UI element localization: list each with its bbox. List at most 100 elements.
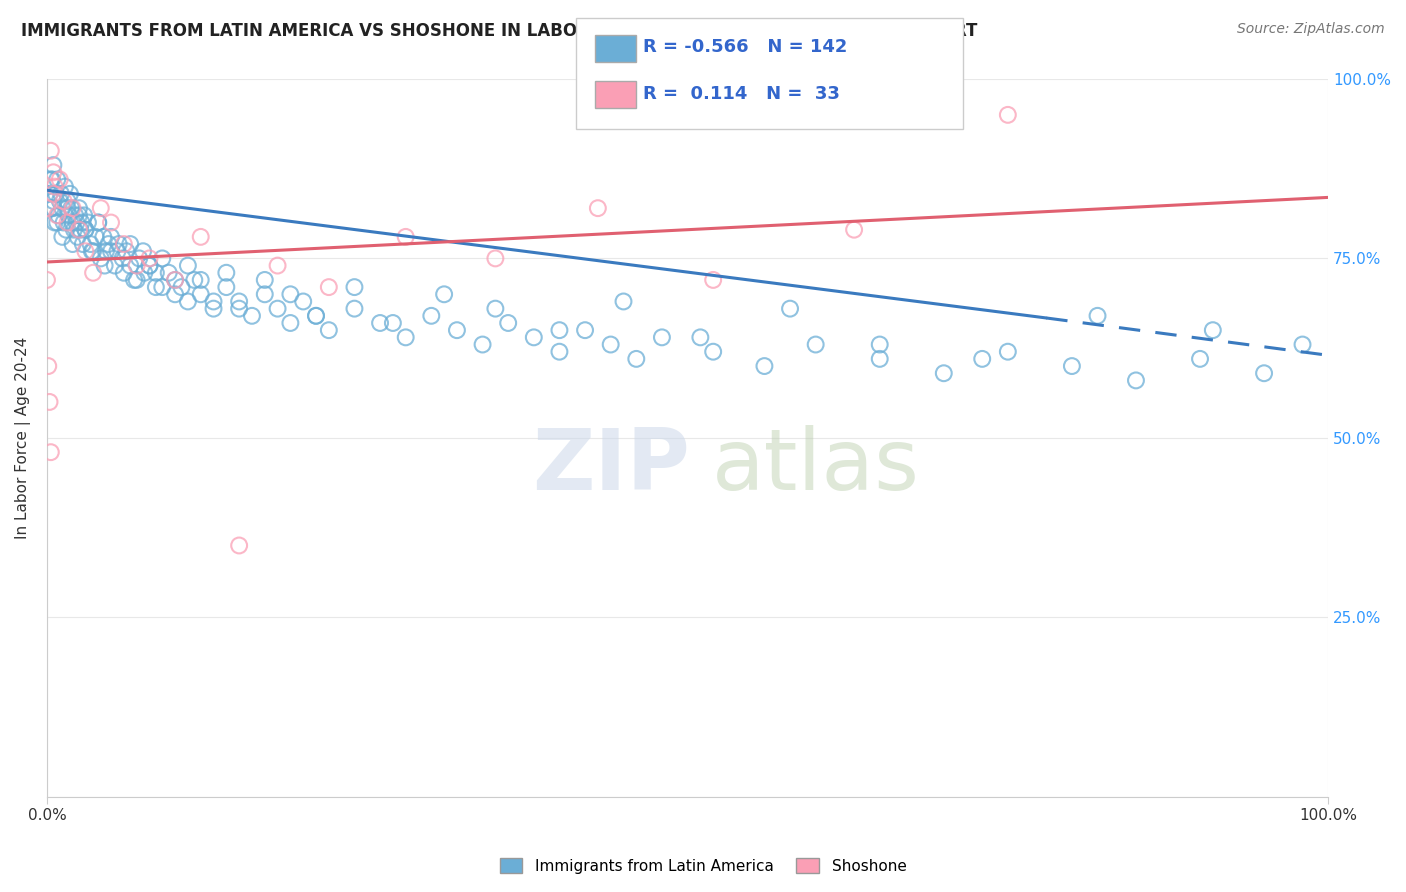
Point [115,244,138,259]
Point [52,194,75,208]
Point [869,337,891,351]
Point [107,237,129,252]
Point [42,201,65,215]
Point [381,316,404,330]
Point [292,294,315,309]
Point [305,309,328,323]
Point [42,194,65,208]
Point [38,186,60,201]
Point [932,366,955,380]
Point [754,359,776,373]
Point [253,287,276,301]
Point [305,309,328,323]
Point [42,158,65,172]
Point [446,323,468,337]
Point [343,301,366,316]
Point [1253,366,1275,380]
Point [58,208,80,222]
Point [266,259,288,273]
Point [37,359,59,373]
Point [134,266,156,280]
Point [138,259,160,273]
Point [39,201,62,215]
Point [190,230,212,244]
Point [702,273,724,287]
Point [869,351,891,366]
Point [72,237,94,252]
Point [82,244,104,259]
Point [368,316,391,330]
Point [49,172,72,186]
Point [94,244,117,259]
Point [420,309,443,323]
Point [79,237,101,252]
Point [39,445,62,459]
Point [574,323,596,337]
Point [46,215,69,229]
Point [318,323,340,337]
Point [228,294,250,309]
Point [1291,337,1313,351]
Point [107,244,129,259]
Point [548,323,571,337]
Point [55,223,77,237]
Legend: Immigrants from Latin America, Shoshone: Immigrants from Latin America, Shoshone [494,852,912,880]
Point [253,273,276,287]
Point [132,244,155,259]
Point [215,280,238,294]
Point [183,273,205,287]
Point [202,294,225,309]
Point [125,259,148,273]
Point [228,301,250,316]
Point [45,186,67,201]
Point [66,230,89,244]
Point [433,287,456,301]
Point [496,316,519,330]
Point [63,208,86,222]
Point [165,273,187,287]
Point [48,208,70,222]
Point [75,223,97,237]
Point [471,337,494,351]
Point [240,309,263,323]
Point [395,330,418,344]
Point [80,244,103,259]
Point [90,252,112,266]
Point [112,237,135,252]
Point [35,201,58,215]
Point [702,344,724,359]
Point [51,201,73,215]
Point [190,273,212,287]
Point [177,259,200,273]
Point [972,351,994,366]
Point [62,237,84,252]
Point [63,223,86,237]
Point [599,337,621,351]
Point [97,237,120,252]
Point [202,301,225,316]
Point [41,172,63,186]
Point [39,144,62,158]
Point [150,280,173,294]
Point [150,252,173,266]
Point [69,223,91,237]
Point [120,259,142,273]
Point [343,280,366,294]
Point [120,237,142,252]
Point [1087,309,1109,323]
Point [997,344,1019,359]
Point [44,215,66,229]
Point [145,266,167,280]
Text: atlas: atlas [711,425,920,508]
Point [59,186,82,201]
Text: ZIP: ZIP [531,425,689,508]
Point [138,259,160,273]
Point [82,266,104,280]
Point [100,215,122,229]
Point [67,208,90,222]
Point [73,208,96,222]
Point [49,194,72,208]
Point [62,215,84,229]
Point [165,273,187,287]
Point [65,215,87,229]
